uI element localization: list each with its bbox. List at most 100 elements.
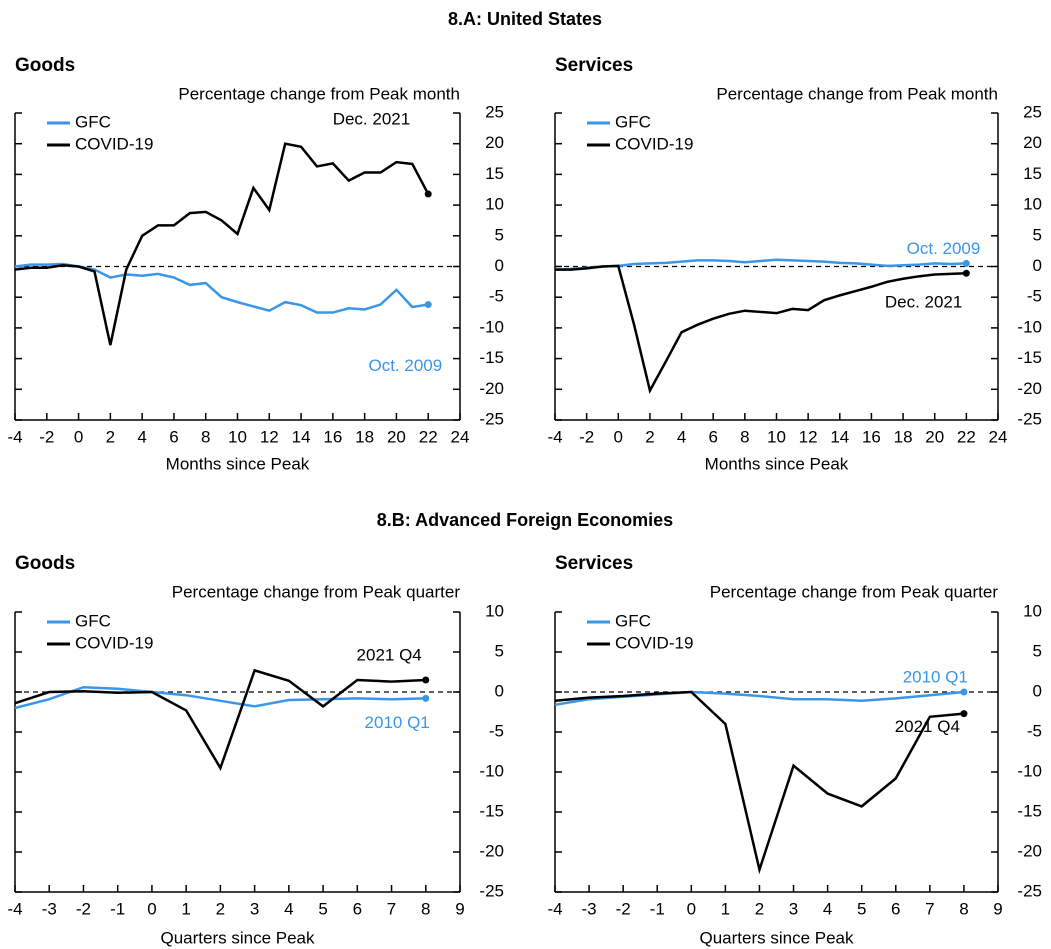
series-line xyxy=(554,690,965,707)
x-tick-label: 6 xyxy=(891,899,900,918)
x-tick-label: 9 xyxy=(993,899,1002,918)
y-tick-label: -25 xyxy=(479,881,504,900)
x-tick-label: 16 xyxy=(323,427,342,446)
axis-subtitle: Percentage change from Peak quarter xyxy=(172,582,461,601)
y-tick-label: -15 xyxy=(479,801,504,820)
x-tick-label: -4 xyxy=(7,899,22,918)
y-tick-label: -5 xyxy=(1027,287,1042,306)
x-tick-label: -3 xyxy=(42,899,57,918)
x-tick-label: 3 xyxy=(250,899,259,918)
y-tick-label: 5 xyxy=(1033,641,1042,660)
x-tick-label: 8 xyxy=(201,427,210,446)
panel-title: Goods xyxy=(15,553,75,574)
series-line xyxy=(554,690,965,875)
x-tick-label: -1 xyxy=(110,899,125,918)
x-tick-label: 5 xyxy=(318,899,327,918)
x-tick-label: 22 xyxy=(419,427,438,446)
x-tick-label: 2 xyxy=(216,899,225,918)
x-tick-label: 7 xyxy=(387,899,396,918)
x-tick-label: 14 xyxy=(292,427,311,446)
series-line xyxy=(555,264,967,394)
end-point xyxy=(422,694,430,702)
y-tick-label: 10 xyxy=(1023,601,1042,620)
y-tick-label: -20 xyxy=(1017,841,1042,860)
section-title: 8.B: Advanced Foreign Economies xyxy=(377,510,673,530)
x-tick-label: 6 xyxy=(353,899,362,918)
y-tick-label: 25 xyxy=(485,102,504,121)
end-label: Dec. 2021 xyxy=(333,110,411,129)
series-line xyxy=(14,262,429,314)
x-axis-label: Months since Peak xyxy=(166,454,310,473)
x-tick-label: 12 xyxy=(260,427,279,446)
y-tick-label: 0 xyxy=(1033,681,1042,700)
end-point xyxy=(960,688,968,696)
y-tick-label: -25 xyxy=(1017,409,1042,428)
y-tick-label: -10 xyxy=(479,317,504,336)
panel-title: Goods xyxy=(15,55,75,76)
end-point xyxy=(962,259,970,267)
x-tick-label: 2 xyxy=(755,899,764,918)
y-tick-label: 25 xyxy=(1023,102,1042,121)
x-tick-label: -2 xyxy=(616,899,631,918)
end-point xyxy=(424,190,432,198)
x-tick-label: 16 xyxy=(862,427,881,446)
y-tick-label: -15 xyxy=(1017,801,1042,820)
x-tick-label: 0 xyxy=(147,899,156,918)
end-label: 2010 Q1 xyxy=(903,667,968,686)
x-tick-label: 5 xyxy=(857,899,866,918)
y-tick-label: -5 xyxy=(489,287,504,306)
legend-label: GFC xyxy=(615,611,651,630)
y-tick-label: -25 xyxy=(479,409,504,428)
y-tick-label: 0 xyxy=(495,256,504,275)
y-tick-label: -15 xyxy=(479,348,504,367)
x-axis-label: Months since Peak xyxy=(705,454,849,473)
x-tick-label: 1 xyxy=(721,899,730,918)
x-tick-label: -1 xyxy=(650,899,665,918)
y-tick-label: 5 xyxy=(495,225,504,244)
series-line xyxy=(14,142,430,346)
y-tick-label: -20 xyxy=(479,379,504,398)
x-axis-label: Quarters since Peak xyxy=(160,928,315,947)
x-tick-label: 2 xyxy=(645,427,654,446)
y-tick-label: 0 xyxy=(1033,256,1042,275)
legend-label: COVID-19 xyxy=(615,633,693,652)
y-tick-label: -5 xyxy=(1027,721,1042,740)
y-tick-label: -25 xyxy=(1017,881,1042,900)
series-line xyxy=(554,258,967,271)
legend-label: GFC xyxy=(75,112,111,131)
x-tick-label: -4 xyxy=(7,427,22,446)
y-tick-label: 20 xyxy=(485,133,504,152)
x-tick-label: 6 xyxy=(708,427,717,446)
y-tick-label: -20 xyxy=(1017,379,1042,398)
legend-label: GFC xyxy=(615,112,651,131)
axis-subtitle: Percentage change from Peak month xyxy=(716,84,998,103)
x-tick-label: 3 xyxy=(789,899,798,918)
x-tick-label: 20 xyxy=(925,427,944,446)
x-tick-label: -4 xyxy=(547,899,562,918)
x-tick-label: 10 xyxy=(228,427,247,446)
end-point xyxy=(424,301,432,309)
y-tick-label: 15 xyxy=(485,164,504,183)
x-tick-label: 24 xyxy=(451,427,470,446)
x-tick-label: 4 xyxy=(677,427,686,446)
x-tick-label: 12 xyxy=(799,427,818,446)
end-point xyxy=(422,676,430,684)
y-tick-label: -15 xyxy=(1017,348,1042,367)
x-tick-label: 9 xyxy=(455,899,464,918)
x-tick-label: 8 xyxy=(959,899,968,918)
x-tick-label: -2 xyxy=(76,899,91,918)
panel-title: Services xyxy=(555,553,633,574)
end-label: Dec. 2021 xyxy=(885,293,963,312)
y-tick-label: -10 xyxy=(479,761,504,780)
x-tick-label: 8 xyxy=(421,899,430,918)
end-point xyxy=(962,269,970,277)
x-tick-label: -2 xyxy=(579,427,594,446)
series-line xyxy=(14,668,426,771)
x-tick-label: 10 xyxy=(767,427,786,446)
end-label: 2021 Q4 xyxy=(895,717,960,736)
x-tick-label: 14 xyxy=(830,427,849,446)
x-tick-label: 0 xyxy=(74,427,83,446)
legend-label: GFC xyxy=(75,611,111,630)
y-tick-label: -20 xyxy=(479,841,504,860)
